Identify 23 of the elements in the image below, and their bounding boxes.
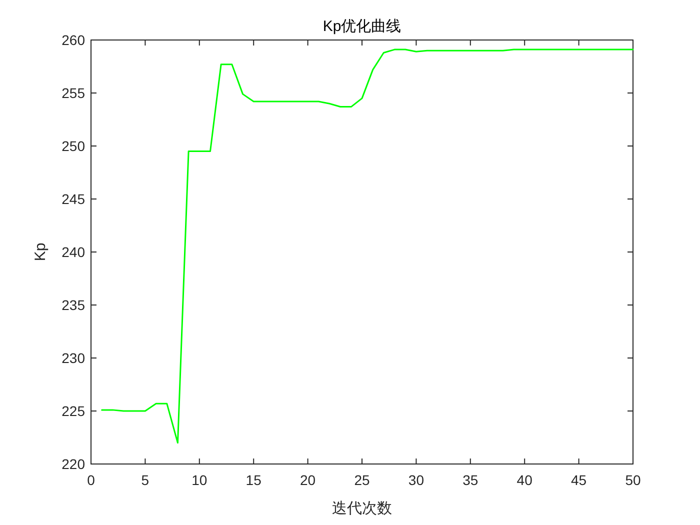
x-tick-label: 50 (625, 472, 641, 488)
y-tick-label: 225 (62, 403, 86, 419)
y-tick-label: 250 (62, 138, 86, 154)
y-tick-label: 230 (62, 350, 86, 366)
x-tick-label: 15 (246, 472, 262, 488)
x-tick-label: 35 (462, 472, 478, 488)
x-tick-label: 45 (571, 472, 587, 488)
x-tick-label: 30 (408, 472, 424, 488)
y-tick-label: 245 (62, 191, 86, 207)
y-tick-label: 255 (62, 85, 86, 101)
x-tick-label: 20 (300, 472, 316, 488)
x-tick-label: 10 (192, 472, 208, 488)
y-tick-label: 235 (62, 297, 86, 313)
x-tick-label: 0 (87, 472, 96, 488)
y-axis-title: Kp (32, 242, 49, 262)
y-tick-label: 260 (62, 32, 86, 48)
x-axis-title: 迭代次数 (332, 500, 392, 517)
y-tick-label: 220 (62, 456, 86, 472)
y-tick-label: 240 (62, 244, 86, 260)
x-tick-label: 25 (354, 472, 370, 488)
chart-title: Kp优化曲线 (322, 18, 402, 35)
x-tick-label: 5 (141, 472, 150, 488)
x-tick-label: 40 (516, 472, 533, 488)
